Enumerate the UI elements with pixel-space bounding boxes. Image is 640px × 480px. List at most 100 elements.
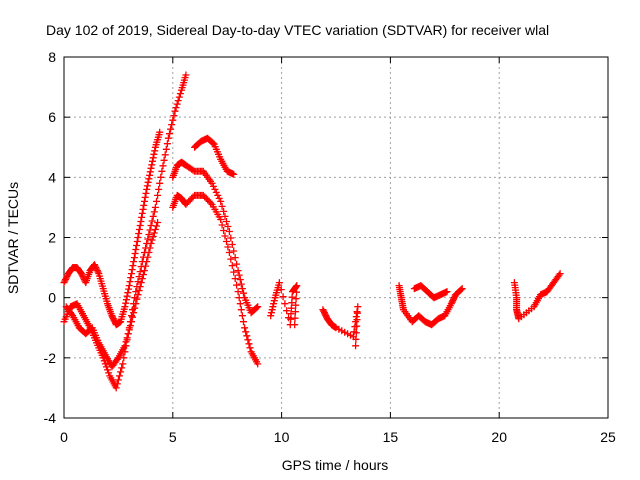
data-point [147, 240, 155, 247]
data-point [163, 140, 171, 148]
data-point [220, 207, 228, 215]
data-point [94, 268, 102, 276]
data-point [118, 364, 126, 372]
data-point [320, 307, 328, 315]
data-point [174, 97, 182, 105]
data-point [144, 235, 152, 243]
data-point [450, 294, 458, 302]
data-point [291, 314, 299, 322]
data-point [158, 167, 166, 175]
data-point [167, 125, 175, 133]
data-point [159, 162, 167, 170]
data-point [214, 191, 222, 199]
series-cluster-12 [319, 303, 362, 350]
data-point [122, 338, 130, 346]
data-point [238, 285, 246, 293]
data-point [240, 318, 247, 326]
series-cluster-15 [395, 282, 466, 329]
data-point [228, 262, 236, 270]
data-point [293, 282, 301, 290]
data-point [146, 171, 154, 179]
y-tick-label: 2 [48, 230, 56, 246]
x-tick-label: 0 [60, 429, 68, 445]
data-point [237, 306, 245, 314]
data-point [253, 304, 261, 312]
data-point [139, 271, 147, 279]
data-point [215, 194, 223, 202]
data-point [227, 255, 235, 263]
data-point [130, 254, 138, 262]
axis-ticks: 0 5 10 15 20 25 -4 -2 0 2 4 6 8 [44, 49, 616, 445]
data-point [268, 306, 276, 314]
x-tick-label: 5 [169, 429, 177, 445]
data-point [231, 254, 239, 262]
data-point [220, 227, 228, 234]
data-point [155, 185, 163, 193]
data-point [144, 178, 152, 186]
data-point [124, 330, 132, 338]
data-point [270, 297, 278, 305]
data-point [146, 168, 154, 176]
data-point [275, 279, 283, 287]
data-point [136, 283, 144, 291]
data-point [236, 276, 244, 284]
data-point [132, 300, 140, 308]
data-point [238, 312, 246, 320]
data-point [134, 291, 142, 299]
y-axis-label: SDTVAR / TECUs [5, 182, 21, 294]
data-point [127, 274, 135, 282]
data-point [244, 336, 252, 344]
data-point [146, 244, 154, 252]
data-point [234, 267, 242, 275]
data-point [148, 236, 156, 244]
data-point [243, 332, 251, 340]
data-point [230, 247, 238, 255]
data-point [223, 218, 230, 225]
data-point [128, 266, 136, 274]
data-point [292, 301, 300, 309]
data-point [319, 306, 327, 314]
data-point [448, 298, 456, 306]
data-point [140, 201, 148, 209]
data-point [137, 218, 145, 225]
data-point [61, 277, 69, 285]
data-point [254, 303, 262, 311]
data-point [230, 170, 238, 178]
data-point [173, 100, 181, 108]
data-point [240, 289, 247, 297]
data-point [353, 316, 361, 324]
y-tick-label: 4 [48, 169, 56, 185]
data-point [141, 193, 149, 201]
data-point [225, 228, 233, 235]
x-tick-label: 10 [274, 429, 290, 445]
data-point [449, 297, 457, 305]
data-point [143, 185, 151, 193]
data-point [136, 222, 144, 229]
data-point [138, 213, 146, 221]
data-point [217, 216, 225, 223]
data-point [217, 197, 225, 205]
data-point [236, 300, 244, 308]
data-point [254, 360, 262, 368]
data-point [224, 223, 232, 230]
data-point [283, 307, 291, 315]
x-tick-label: 20 [491, 429, 507, 445]
data-point [208, 179, 216, 187]
data-point [164, 134, 172, 142]
data-point [128, 318, 135, 326]
data-point [457, 286, 465, 294]
series-arc-d [169, 191, 262, 368]
data-point [135, 287, 143, 295]
data-point [134, 234, 142, 241]
data-point [228, 241, 236, 248]
data-point [353, 322, 361, 330]
data-point [129, 313, 136, 321]
data-point [133, 242, 140, 249]
data-point [352, 329, 360, 337]
data-point [93, 265, 101, 273]
data-point [149, 154, 157, 162]
data-point [78, 271, 86, 279]
data-point [221, 232, 229, 240]
y-tick-label: -2 [44, 350, 57, 366]
data-point [218, 221, 226, 229]
